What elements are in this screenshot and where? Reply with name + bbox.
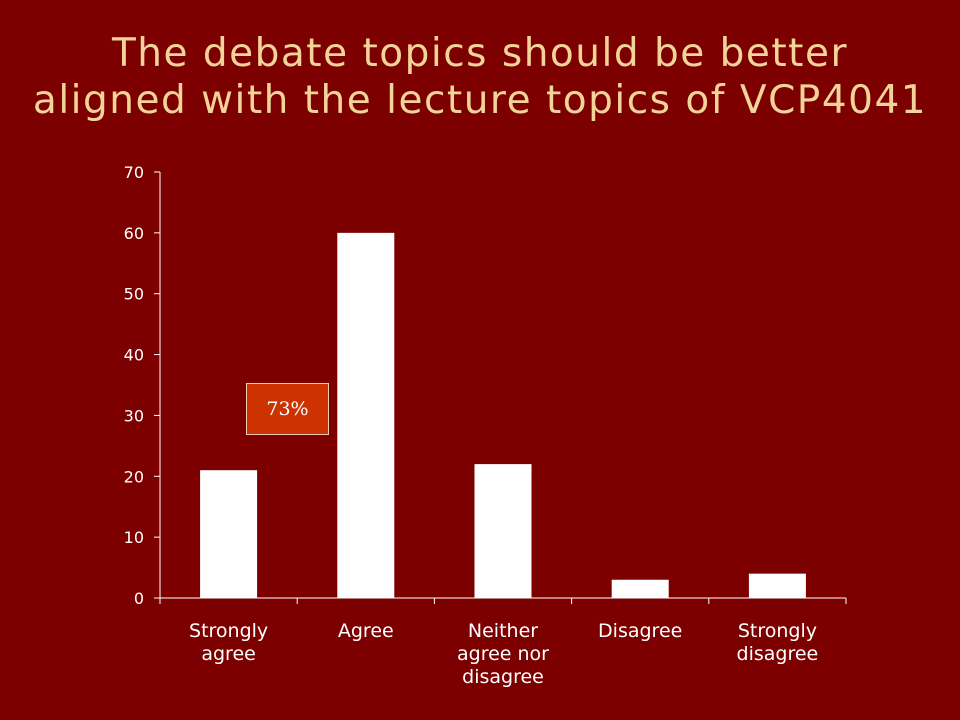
y-tick-label: 0 (134, 589, 144, 608)
x-tick-label-line: Neither (468, 620, 538, 642)
bar (474, 464, 532, 598)
x-tick-label-line: Strongly (738, 620, 817, 642)
bar (200, 470, 258, 598)
bar (748, 573, 806, 598)
y-tick-label: 70 (124, 163, 144, 182)
x-tick-label: Strongly agree (189, 620, 268, 665)
x-tick-label-line: agree (201, 643, 255, 665)
bar (337, 232, 395, 598)
x-tick-label-line: Strongly (189, 620, 268, 642)
y-tick-label: 60 (124, 224, 144, 243)
x-tick-label: Agree (338, 620, 394, 642)
x-tick-label: Neither agree nor disagree (457, 620, 549, 688)
y-tick-label: 10 (124, 528, 144, 547)
x-tick-label-line: disagree (462, 666, 544, 688)
y-tick-label: 50 (124, 285, 144, 304)
agreement-callout: 73% (246, 383, 329, 435)
bar-series (200, 232, 806, 598)
chart-title: The debate topics should be better align… (0, 30, 960, 124)
x-tick-label: Disagree (598, 620, 682, 642)
y-tick-label: 30 (124, 406, 144, 425)
x-tick-label-line: Agree (338, 620, 394, 642)
agreement-callout-text: 73% (266, 398, 309, 420)
x-tick-label-line: disagree (737, 643, 819, 665)
x-tick-label: Strongly disagree (737, 620, 819, 665)
y-tick-label: 20 (124, 467, 144, 486)
chart-title-line-2: aligned with the lecture topics of VCP40… (32, 78, 928, 123)
y-tick-label: 40 (124, 346, 144, 365)
x-tick-label-line: Disagree (598, 620, 682, 642)
chart-title-line-1: The debate topics should be better (111, 31, 849, 76)
bar (611, 579, 669, 598)
y-axis: 0 10 20 30 40 50 60 70 (124, 163, 161, 608)
x-tick-label-line: agree nor (457, 643, 549, 665)
